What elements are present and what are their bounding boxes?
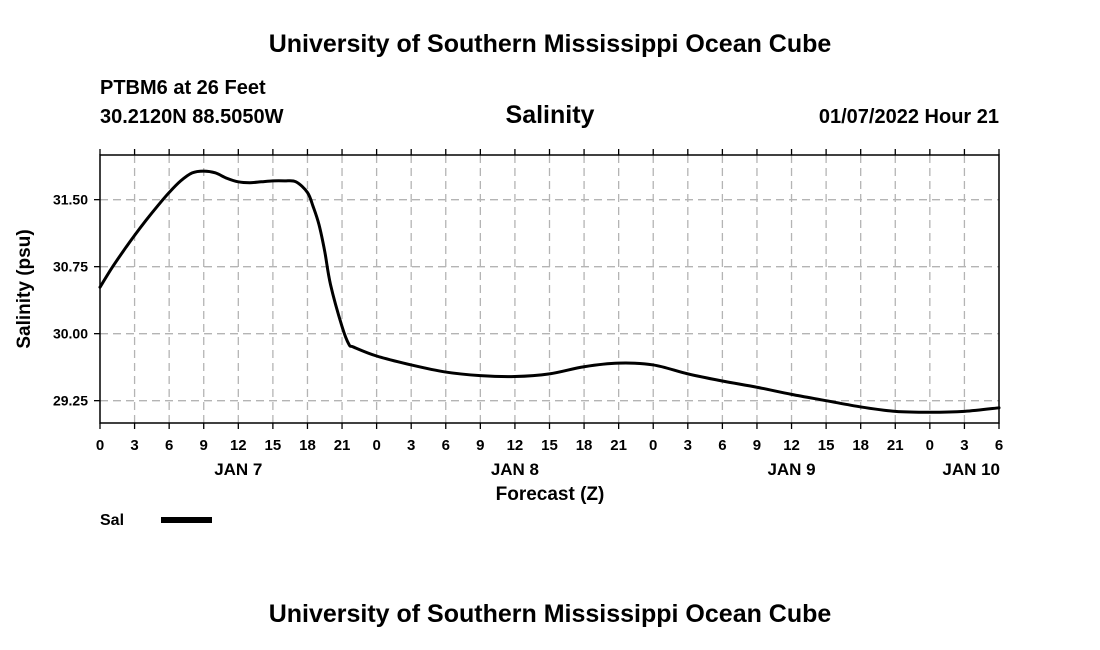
x-tick-label: 6 xyxy=(995,437,1003,454)
x-tick-label: 15 xyxy=(541,437,558,454)
x-tick-label: 15 xyxy=(818,437,835,454)
x-tick-label: 9 xyxy=(200,437,208,454)
x-tick-label: 0 xyxy=(96,437,104,454)
x-tick-label: 9 xyxy=(476,437,484,454)
x-tick-label: 3 xyxy=(130,437,138,454)
x-tick-label: 12 xyxy=(230,437,247,454)
chart-title: Salinity xyxy=(505,101,595,129)
x-tick-label: 0 xyxy=(926,437,934,454)
forecast-timestamp: 01/07/2022 Hour 21 xyxy=(818,106,999,128)
x-tick-label: 18 xyxy=(299,437,316,454)
date-label: JAN 7 xyxy=(214,460,262,479)
y-tick-label: 30.75 xyxy=(53,259,88,275)
x-tick-label: 0 xyxy=(372,437,380,454)
x-tick-label: 6 xyxy=(442,437,450,454)
date-label: JAN 10 xyxy=(942,460,1000,479)
footer-title: University of Southern Mississippi Ocean… xyxy=(268,600,832,628)
x-tick-label: 21 xyxy=(887,437,904,454)
y-tick-label: 29.25 xyxy=(53,393,88,409)
date-label: JAN 8 xyxy=(491,460,539,479)
x-tick-label: 6 xyxy=(165,437,173,454)
station-coordinates: 30.2120N 88.5050W xyxy=(100,106,284,128)
series-line-salinity xyxy=(98,169,1001,414)
x-tick-label: 0 xyxy=(649,437,657,454)
x-tick-label: 18 xyxy=(576,437,593,454)
x-tick-label: 3 xyxy=(407,437,415,454)
legend-label: Sal xyxy=(100,512,124,529)
x-tick-label: 3 xyxy=(684,437,692,454)
x-tick-label: 15 xyxy=(265,437,282,454)
y-tick-label: 30.00 xyxy=(53,326,88,342)
page-title: University of Southern Mississippi Ocean… xyxy=(268,30,832,58)
x-tick-label: 21 xyxy=(334,437,351,454)
x-tick-label: 6 xyxy=(718,437,726,454)
x-tick-label: 9 xyxy=(753,437,761,454)
x-tick-label: 12 xyxy=(783,437,800,454)
y-tick-label: 31.50 xyxy=(53,192,88,208)
station-label: PTBM6 at 26 Feet xyxy=(100,77,266,99)
x-tick-label: 12 xyxy=(507,437,524,454)
x-tick-label: 18 xyxy=(852,437,869,454)
x-tick-label: 3 xyxy=(960,437,968,454)
x-tick-label: 21 xyxy=(610,437,627,454)
y-axis-label: Salinity (psu) xyxy=(14,229,35,348)
x-axis-label: Forecast (Z) xyxy=(496,484,605,505)
date-label: JAN 9 xyxy=(767,460,815,479)
